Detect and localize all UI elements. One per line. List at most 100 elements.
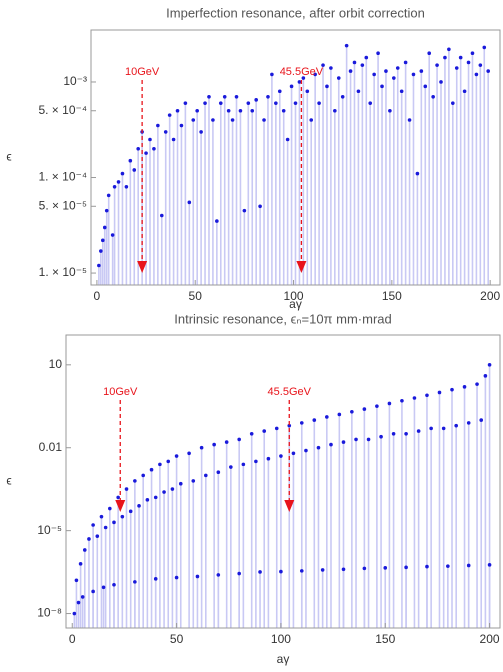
point — [211, 118, 215, 122]
point — [230, 118, 235, 122]
point — [350, 409, 354, 414]
point — [391, 431, 396, 436]
point — [337, 412, 342, 417]
point — [435, 63, 439, 67]
point — [136, 146, 140, 151]
point — [246, 101, 251, 105]
point — [199, 445, 204, 450]
point — [132, 168, 137, 172]
arrow-head — [115, 500, 126, 512]
x-tick-label: 0 — [94, 289, 101, 303]
point — [279, 454, 283, 458]
point — [99, 249, 103, 253]
plot-frame — [90, 29, 501, 286]
point — [152, 146, 156, 151]
point — [454, 66, 459, 70]
point — [392, 76, 396, 80]
point — [124, 487, 129, 491]
y-tick-label: 1. × 10⁻⁴ — [38, 170, 87, 184]
point — [384, 69, 388, 73]
point — [87, 537, 91, 541]
point — [400, 398, 404, 403]
point — [341, 440, 346, 444]
point — [120, 514, 125, 519]
point — [78, 562, 83, 566]
point — [224, 440, 229, 444]
point — [451, 101, 455, 105]
point — [362, 407, 367, 411]
point — [372, 72, 376, 77]
point — [466, 421, 471, 425]
point — [333, 108, 337, 113]
point — [297, 80, 302, 84]
point — [289, 84, 294, 89]
point — [174, 454, 179, 458]
plot-frame — [65, 334, 501, 629]
y-tick-label: 0.01 — [39, 440, 63, 454]
point — [368, 101, 373, 105]
point — [285, 137, 290, 142]
point — [178, 481, 183, 486]
point — [218, 101, 223, 105]
point — [262, 118, 266, 122]
point — [293, 101, 298, 105]
point — [395, 66, 400, 70]
point — [203, 473, 208, 478]
point — [352, 60, 357, 65]
point — [441, 426, 446, 431]
point — [215, 219, 219, 223]
point — [191, 479, 196, 483]
point — [153, 577, 158, 581]
point — [141, 473, 146, 478]
point — [262, 429, 267, 433]
point — [100, 238, 105, 243]
point — [425, 564, 429, 569]
x-axis-label: aγ — [277, 652, 290, 666]
point — [291, 451, 296, 456]
point — [110, 233, 115, 237]
point — [274, 426, 279, 431]
point — [80, 595, 85, 599]
point — [376, 51, 380, 56]
point — [128, 509, 133, 514]
point — [483, 374, 488, 378]
y-tick-label: 10 — [49, 357, 63, 371]
point — [163, 130, 168, 134]
point — [354, 437, 358, 442]
point — [128, 158, 133, 163]
point — [470, 51, 475, 56]
point — [429, 426, 433, 431]
point — [91, 523, 95, 527]
point — [458, 55, 463, 60]
point — [216, 573, 221, 577]
point — [277, 89, 282, 94]
point — [254, 459, 258, 464]
point — [404, 431, 408, 436]
point — [479, 418, 484, 422]
y-tick-label: 5. × 10⁻⁴ — [38, 103, 87, 117]
point — [229, 465, 233, 469]
point — [222, 94, 227, 99]
point — [364, 55, 369, 60]
point — [383, 566, 388, 570]
point — [203, 101, 207, 105]
point — [362, 566, 367, 571]
point — [199, 130, 203, 134]
point — [299, 569, 304, 573]
point — [340, 94, 345, 99]
point — [487, 363, 492, 367]
point — [329, 442, 333, 447]
point — [156, 123, 160, 128]
arrow-head — [284, 500, 295, 512]
arrow-head — [137, 261, 148, 273]
point — [207, 94, 211, 99]
point — [250, 108, 255, 113]
point — [486, 69, 491, 73]
point — [431, 94, 435, 99]
annotation-label: 10GeV — [125, 66, 160, 78]
point — [287, 423, 292, 428]
point — [216, 470, 221, 475]
point — [158, 462, 162, 467]
